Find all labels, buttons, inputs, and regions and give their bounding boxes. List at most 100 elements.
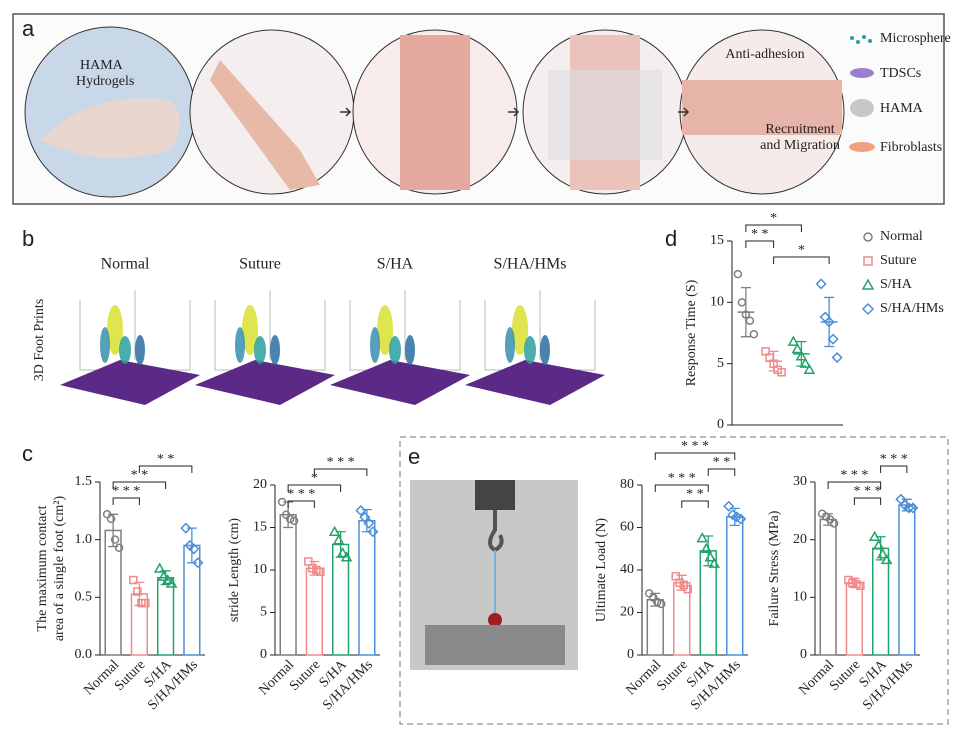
significance-bracket <box>880 465 908 473</box>
peak <box>370 327 380 363</box>
point <box>741 310 751 319</box>
significance-label: * <box>311 471 318 486</box>
point <box>863 256 873 266</box>
floor <box>465 360 605 405</box>
significance-label: * <box>798 243 805 258</box>
peak <box>107 305 123 355</box>
annotation: Hydrogels <box>76 74 134 89</box>
bar <box>898 504 916 656</box>
legend-label: Normal <box>880 229 923 244</box>
point <box>289 516 299 525</box>
y-tick-label: 10 <box>253 562 267 577</box>
legend-label: Fibroblasts <box>880 140 942 155</box>
fibroblast-icon <box>849 142 875 152</box>
point <box>823 316 835 328</box>
y-axis-label: Response Time (S) <box>684 279 699 386</box>
point <box>133 587 142 596</box>
peak <box>377 305 393 355</box>
y-axis-label: Ultimate Load (N) <box>594 518 609 623</box>
significance-bracket <box>827 481 882 489</box>
y-tick-label: 1.0 <box>75 532 93 547</box>
y-axis-label: area of a single foot (cm²) <box>52 496 67 642</box>
plot-box <box>484 290 596 371</box>
bar <box>305 567 323 656</box>
significance-bracket <box>654 452 736 460</box>
y-tick-label: 5 <box>717 356 724 371</box>
significance-label: * * * <box>327 455 355 470</box>
point <box>829 519 839 528</box>
significance-bracket <box>853 497 882 505</box>
specimen <box>488 613 502 627</box>
bar <box>673 582 691 656</box>
point <box>803 363 816 375</box>
point <box>192 557 204 569</box>
significance-bracket <box>654 484 709 492</box>
x-tick-label: Normal <box>624 657 665 698</box>
floor <box>330 360 470 405</box>
point <box>157 570 170 581</box>
peak <box>405 335 415 365</box>
significance-bracket <box>313 468 368 476</box>
bar <box>845 582 863 656</box>
y-tick-label: 15 <box>253 520 267 535</box>
arrows <box>340 107 690 117</box>
hydrogel <box>548 70 662 160</box>
point <box>787 335 800 346</box>
clamp <box>425 625 565 665</box>
legend-label: Microsphere <box>880 31 951 46</box>
point <box>285 514 295 524</box>
point <box>367 526 379 538</box>
point <box>749 329 759 339</box>
column-label: Normal <box>101 256 150 273</box>
y-tick-label: 10 <box>793 590 807 605</box>
bar <box>157 576 175 656</box>
annotation: Recruitment <box>765 122 834 137</box>
tissue <box>40 98 180 158</box>
tdsc-icon <box>850 68 874 78</box>
significance-bracket <box>112 497 140 505</box>
y-tick-label: 20 <box>253 477 267 492</box>
error-bar <box>740 286 751 338</box>
point <box>723 500 735 512</box>
bar <box>819 518 837 656</box>
point <box>141 598 150 608</box>
y-tick-label: 20 <box>620 605 634 620</box>
y-tick-label: 0 <box>717 417 724 432</box>
y-tick-label: 20 <box>793 532 807 547</box>
peak <box>540 335 550 365</box>
legend-label: S/HA/HMs <box>880 301 944 316</box>
significance-label: * * * <box>112 484 140 499</box>
legend-label: S/HA <box>880 277 913 292</box>
point <box>903 502 915 514</box>
bar <box>872 547 890 656</box>
point <box>863 232 873 242</box>
column-label: S/HA <box>377 256 414 273</box>
significance-bracket <box>138 465 193 473</box>
significance-bracket <box>745 224 802 232</box>
y-tick-label: 10 <box>710 295 724 310</box>
point <box>153 562 166 573</box>
point <box>819 311 831 323</box>
point <box>737 298 747 307</box>
x-tick-label: Suture <box>827 657 863 693</box>
point <box>106 514 116 524</box>
point <box>332 534 345 545</box>
point <box>704 551 717 562</box>
peak <box>524 336 536 364</box>
point <box>336 546 349 558</box>
panel-label: e <box>408 444 420 469</box>
y-tick-label: 5 <box>260 605 267 620</box>
significance-bracket <box>773 256 830 264</box>
y-axis-label: stride Length (cm) <box>227 518 242 623</box>
point <box>696 532 709 543</box>
microsphere-icon <box>850 35 872 44</box>
significance-label: * * <box>713 455 731 470</box>
significance-label: * * * <box>287 487 315 502</box>
legend-label: Suture <box>880 253 917 268</box>
significance-label: * * * <box>854 484 882 499</box>
point <box>733 269 743 279</box>
y-tick-label: 0 <box>627 647 634 662</box>
column-label: Suture <box>239 256 281 273</box>
point <box>277 497 287 507</box>
x-tick-label: Suture <box>654 657 690 693</box>
